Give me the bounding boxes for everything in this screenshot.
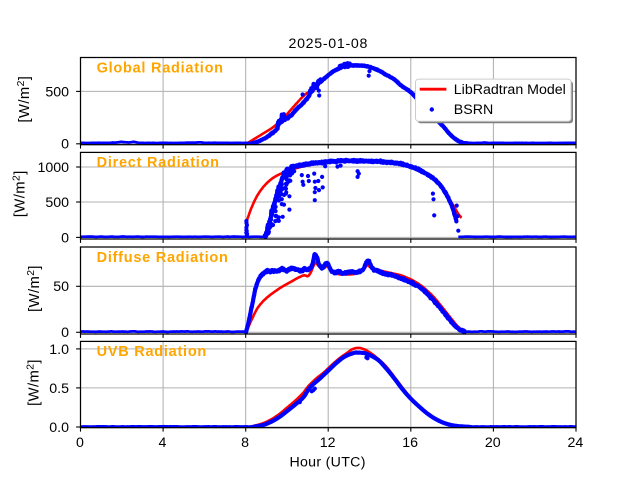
svg-text:4: 4 [159, 435, 167, 451]
svg-text:500: 500 [45, 84, 69, 100]
svg-text:Direct Radiation: Direct Radiation [97, 155, 220, 171]
svg-text:24: 24 [568, 435, 584, 451]
svg-text:12: 12 [320, 435, 336, 451]
svg-text:500: 500 [45, 195, 69, 211]
svg-text:0.0: 0.0 [49, 420, 69, 436]
svg-text:0: 0 [76, 435, 84, 451]
svg-text:1000: 1000 [37, 160, 69, 176]
svg-text:0: 0 [61, 325, 69, 341]
svg-text:20: 20 [485, 435, 501, 451]
svg-text:BSRN: BSRN [454, 102, 493, 118]
svg-text:50: 50 [53, 279, 69, 295]
svg-text:LibRadtran Model: LibRadtran Model [454, 82, 566, 98]
svg-text:2025-01-08: 2025-01-08 [289, 36, 369, 52]
svg-text:[W/m2]: [W/m2] [25, 359, 42, 406]
svg-text:Hour (UTC): Hour (UTC) [289, 455, 365, 471]
svg-text:0.5: 0.5 [49, 381, 69, 397]
svg-text:Diffuse Radiation: Diffuse Radiation [97, 250, 229, 266]
svg-text:Global Radiation: Global Radiation [97, 60, 224, 76]
svg-text:0: 0 [61, 230, 69, 246]
svg-text:[W/m2]: [W/m2] [26, 265, 43, 312]
svg-text:0: 0 [61, 137, 69, 153]
svg-text:UVB Radiation: UVB Radiation [97, 344, 207, 360]
svg-text:[W/m2]: [W/m2] [11, 170, 28, 217]
svg-text:8: 8 [241, 435, 249, 451]
svg-text:1.0: 1.0 [49, 342, 69, 358]
svg-text:16: 16 [402, 435, 418, 451]
svg-text:[W/m2]: [W/m2] [16, 76, 33, 123]
